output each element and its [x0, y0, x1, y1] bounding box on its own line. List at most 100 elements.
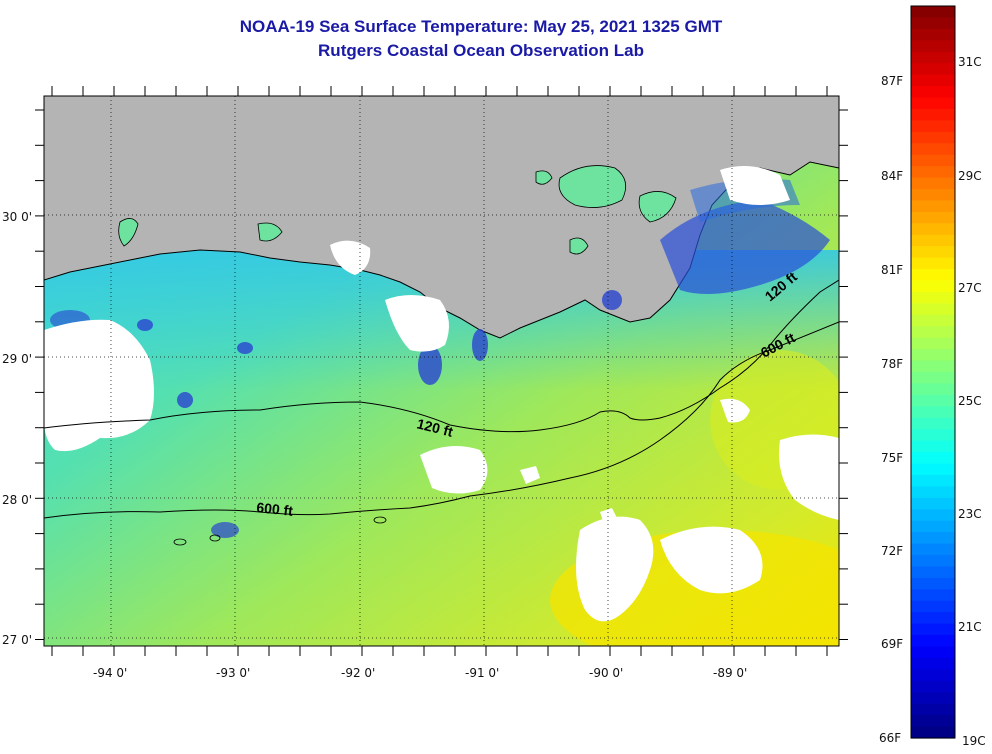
inland-lake-4: [569, 237, 589, 255]
colorbar-band: [911, 269, 955, 282]
cool-water-spot-7: [602, 290, 622, 310]
colorbar-band: [911, 326, 955, 339]
colorbar-band: [911, 51, 955, 64]
colorbar-band: [911, 291, 955, 304]
colorbar-band: [911, 543, 955, 556]
contour-600ft: [44, 321, 839, 519]
colorbar-band: [911, 520, 955, 533]
cloud-spot-1: [520, 466, 540, 484]
colorbar-band: [911, 635, 955, 648]
contour-island-1: [173, 538, 187, 546]
celsius-label: 19C: [962, 734, 986, 748]
colorbar-band: [911, 189, 955, 202]
colorbar-band: [911, 349, 955, 362]
lat-label: 30 0': [2, 210, 32, 224]
lat-label: 29 0': [2, 352, 32, 366]
colorbar-band: [911, 257, 955, 270]
fahrenheit-label: 87F: [881, 74, 903, 88]
colorbar-band: [911, 314, 955, 327]
colorbar-band: [911, 86, 955, 99]
celsius-label: 23C: [958, 507, 982, 521]
colorbar-band: [911, 497, 955, 510]
map-title-line1: NOAA-19 Sea Surface Temperature: May 25,…: [239, 17, 723, 36]
land-mass: [44, 96, 839, 338]
cool-water-spot-1: [418, 345, 442, 385]
lat-label: 28 0': [2, 493, 32, 507]
colorbar-band: [911, 589, 955, 602]
colorbar-band: [911, 211, 955, 224]
cool-water-spot-5: [237, 342, 253, 354]
cloud-north-east: [720, 166, 790, 205]
colorbar-band: [911, 131, 955, 144]
fahrenheit-label: 81F: [881, 263, 903, 277]
cloud-east-3: [720, 398, 750, 423]
colorbar-band: [911, 680, 955, 693]
colorbar-band: [911, 394, 955, 407]
contour-island-2: [209, 534, 221, 542]
lon-label: -93 0': [216, 666, 250, 680]
colorbar-band: [911, 360, 955, 373]
colorbar-band: [911, 154, 955, 167]
colorbar-band: [911, 440, 955, 453]
celsius-label: 29C: [958, 169, 982, 183]
colorbar-band: [911, 177, 955, 190]
colorbar-band: [911, 166, 955, 179]
celsius-label: 31C: [958, 55, 982, 69]
colorbar-band: [911, 726, 955, 739]
cloud-spot-2: [600, 508, 618, 524]
cool-water-delta: [660, 200, 830, 294]
colorbar-band: [911, 577, 955, 590]
cool-water-spot-4: [137, 319, 153, 331]
cloud-central: [385, 295, 449, 352]
inland-lake-west: [118, 218, 139, 247]
lon-label: -94 0': [93, 666, 127, 680]
colorbar-band: [911, 703, 955, 716]
fahrenheit-label: 75F: [881, 451, 903, 465]
colorbar-band: [911, 143, 955, 156]
colorbar-band: [911, 566, 955, 579]
colorbar-band: [911, 669, 955, 682]
celsius-label: 27C: [958, 281, 982, 295]
fahrenheit-label: 78F: [881, 357, 903, 371]
lon-label: -89 0': [713, 666, 747, 680]
celsius-label: 21C: [958, 620, 982, 634]
cloud-south-east: [576, 516, 654, 622]
colorbar-band: [911, 6, 955, 19]
colorbar-band: [911, 28, 955, 41]
colorbar-band: [911, 600, 955, 613]
contour-120ft: [44, 279, 839, 433]
colorbar-band: [911, 372, 955, 385]
colorbar-band: [911, 715, 955, 728]
colorbar-band: [911, 280, 955, 293]
inland-lake-2: [257, 222, 283, 242]
colorbar-band: [911, 74, 955, 87]
cool-water-spot-3: [177, 392, 193, 408]
colorbar-band: [911, 509, 955, 522]
colorbar-band: [911, 657, 955, 670]
colorbar-frame: [910, 5, 956, 739]
colorbar-band: [911, 474, 955, 487]
cloud-central-2: [420, 446, 488, 494]
colorbar-band: [911, 246, 955, 259]
colorbar-band: [911, 452, 955, 465]
colorbar-band: [911, 417, 955, 430]
colorbar-band: [911, 429, 955, 442]
colorbar-band: [911, 17, 955, 30]
fahrenheit-label: 84F: [881, 169, 903, 183]
fahrenheit-label: 69F: [881, 637, 903, 651]
colorbar-band: [911, 383, 955, 396]
fahrenheit-label: 66F: [879, 731, 901, 745]
colorbar-band: [911, 120, 955, 133]
colorbar-band: [911, 200, 955, 213]
cloud-east: [660, 526, 763, 594]
lake-pontchartrain: [558, 165, 627, 208]
graticule: [35, 86, 848, 656]
lon-label: -91 0': [465, 666, 499, 680]
colorbar-band: [911, 108, 955, 121]
colorbar-band: [911, 337, 955, 350]
cloud-delta: [330, 240, 371, 275]
contour-label-600ft: 600 ft: [256, 499, 294, 519]
colorbar-band: [911, 223, 955, 236]
